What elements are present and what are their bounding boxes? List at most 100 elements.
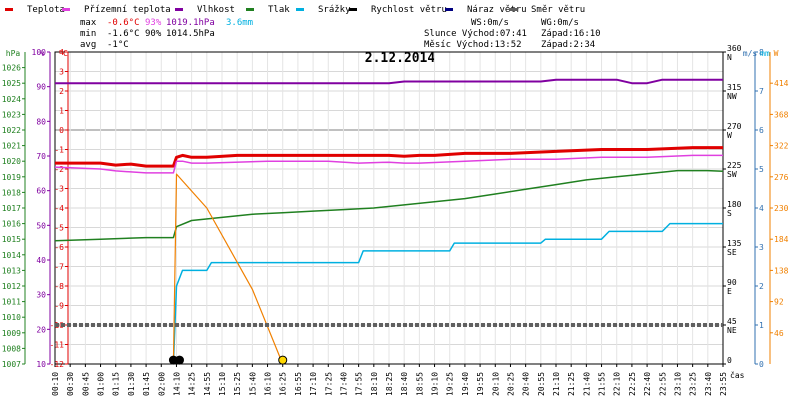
pressure-tick-label: 1019 [2, 173, 21, 182]
x-tick-label: 18:55 [415, 372, 424, 396]
x-tick-label: 17:10 [309, 372, 318, 396]
windspeed-tick-label: 0 [759, 360, 764, 369]
humidity-tick-label: 10 [36, 360, 46, 369]
series-line-teplota [55, 146, 723, 168]
pressure-tick-label: 1014 [2, 251, 21, 260]
temperature-tick-label: -6 [54, 243, 64, 252]
windspeed-tick-label: 2 [759, 282, 764, 291]
series-line-srážky [172, 222, 723, 365]
wind-marker [278, 355, 288, 365]
legend-label: Náraz větru [467, 5, 527, 15]
wind-marker [174, 355, 184, 365]
pressure-tick-label: 1023 [2, 110, 21, 119]
direction-name: S [727, 209, 732, 218]
chart-title: 2.12.2014 [365, 51, 436, 66]
humidity-axis-label: % [40, 49, 45, 58]
stat-min-press: 1014.5hPa [166, 29, 215, 39]
pressure-tick-label: 1018 [2, 188, 21, 197]
windspeed-tick-label: 8 [759, 48, 764, 57]
windspeed-axis-label: m/s [743, 49, 758, 58]
x-tick-label: 22:10 [613, 372, 622, 396]
stat-min-label: min [80, 29, 96, 39]
direction-name: SE [727, 248, 737, 257]
legend: Teplota Přízemní teplota Vlhkost Tlak Srážky… [5, 5, 585, 15]
direction-degrees: 315 [727, 83, 742, 92]
stat-avg-temp: -1°C [107, 40, 129, 50]
x-tick-label: 01:30 [127, 372, 136, 396]
stats-block: max -0.6°C 93% 1019.1hPa 3.6mm min -1.6°C 90% 10… [80, 18, 601, 50]
pressure-tick-label: 1008 [2, 344, 21, 353]
series-line-sluneční-svit [172, 173, 284, 365]
x-tick-label: 14:10 [172, 372, 181, 396]
x-tick-label: 21:25 [567, 372, 576, 396]
x-tick-label: 01:45 [142, 372, 151, 396]
stat-max-rain: 3.6mm [226, 18, 253, 28]
stat-max-temp: -0.6°C [107, 18, 140, 28]
direction-degrees: 0 [727, 356, 732, 365]
windspeed-tick-label: 3 [759, 243, 764, 252]
direction-degrees: 90 [727, 278, 737, 287]
x-tick-label: 20:55 [537, 372, 546, 396]
x-tick-label: 19:40 [461, 372, 470, 396]
x-tick-label: 16:55 [294, 372, 303, 396]
pressure-tick-label: 1020 [2, 157, 21, 166]
x-tick-label: 19:55 [476, 372, 485, 396]
series-line-přízemní-teplota [54, 154, 723, 174]
direction-degrees: 45 [727, 317, 737, 326]
legend-label: Tlak [268, 5, 290, 15]
stat-sun-set: Západ:16:10 [541, 29, 601, 39]
humidity-tick-label: 90 [36, 83, 46, 92]
x-tick-label: 19:10 [431, 372, 440, 396]
temperature-tick-label: -4 [54, 204, 64, 213]
temperature-axis-label: °C [58, 49, 68, 58]
x-tick-label: 21:10 [552, 372, 561, 396]
pressure-tick-label: 1026 [2, 64, 21, 73]
stat-min-temp: -1.6°C [107, 29, 140, 39]
legend-swatch [296, 8, 304, 11]
pressure-tick-label: 1009 [2, 329, 21, 338]
x-tick-label: 22:55 [658, 372, 667, 396]
direction-name: E [727, 287, 732, 296]
temperature-tick-label: 2 [59, 87, 64, 96]
solar-tick-label: 322 [774, 142, 789, 151]
solar-tick-label: 276 [774, 173, 789, 182]
x-tick-label: 21:40 [582, 372, 591, 396]
stat-min-hum: 90% [145, 29, 162, 39]
legend-label: Přízemní teplota [84, 5, 171, 15]
pressure-tick-label: 1016 [2, 220, 21, 229]
legend-label: Srážky [318, 5, 351, 15]
x-tick-label: 17:25 [324, 372, 333, 396]
temperature-tick-label: -12 [50, 360, 65, 369]
stat-max-hum: 93% [145, 18, 162, 28]
solar-tick-label: 138 [774, 266, 789, 275]
pressure-tick-label: 1007 [2, 360, 21, 369]
temperature-tick-label: -9 [54, 302, 64, 311]
legend-swatch [509, 8, 517, 11]
solar-tick-label: 230 [774, 204, 789, 213]
x-tick-label: 02:00 [157, 372, 166, 396]
legend-label: Směr větru [531, 5, 585, 15]
humidity-tick-label: 80 [36, 117, 46, 126]
pressure-tick-label: 1024 [2, 95, 21, 104]
humidity-tick-label: 30 [36, 291, 46, 300]
x-tick-label: 22:40 [643, 372, 652, 396]
solar-tick-label: 368 [774, 110, 789, 119]
solar-tick-label: 184 [774, 235, 789, 244]
x-tick-label: 23:40 [704, 372, 713, 396]
x-tick-label: 23:25 [689, 372, 698, 396]
windspeed-tick-label: 4 [759, 204, 764, 213]
direction-name: SW [727, 170, 737, 179]
x-tick-label: 17:40 [339, 372, 348, 396]
stat-max-press: 1019.1hPa [166, 18, 215, 28]
windspeed-tick-label: 6 [759, 126, 764, 135]
pressure-tick-label: 1013 [2, 266, 21, 275]
solar-axis-label: W [774, 49, 779, 58]
direction-degrees: 360 [727, 44, 742, 53]
direction-degrees: 270 [727, 122, 742, 131]
stat-avg-label: avg [80, 40, 96, 50]
humidity-tick-label: 50 [36, 221, 46, 230]
pressure-tick-label: 1017 [2, 204, 21, 213]
x-tick-label: 16:25 [279, 372, 288, 396]
x-tick-label: 18:40 [400, 372, 409, 396]
